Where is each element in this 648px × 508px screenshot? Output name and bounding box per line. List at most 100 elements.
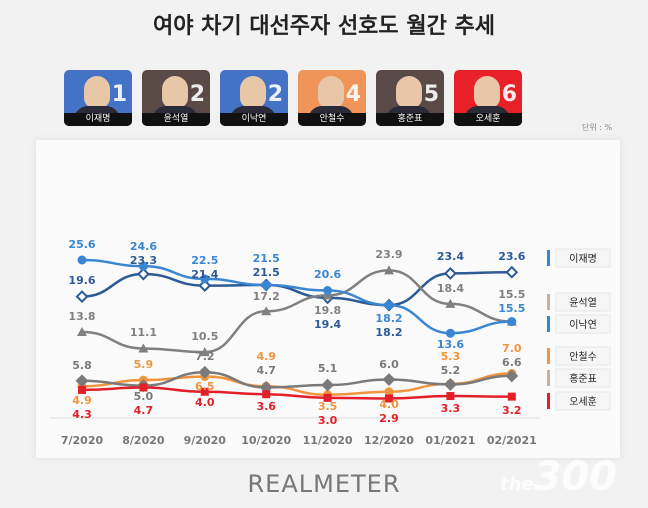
portrait — [162, 76, 188, 108]
data-label: 5.0 — [134, 390, 154, 403]
candidate-name: 이낙연 — [220, 113, 288, 126]
page-title: 여야 차기 대선주자 선호도 월간 추세 — [153, 14, 495, 39]
data-label: 19.8 — [314, 304, 341, 317]
data-point — [505, 369, 519, 383]
series-labels-2: 25.6 24.6 22.5 21.5 20.6 18.2 13.6 15.5 — [68, 238, 525, 351]
x-tick-label: 01/2021 — [425, 434, 475, 447]
x-tick-label: 10/2020 — [241, 434, 291, 447]
data-label: 2.9 — [379, 412, 399, 425]
data-point — [384, 300, 394, 310]
data-label: 13.8 — [68, 310, 95, 323]
data-label: 13.6 — [437, 338, 464, 351]
data-point — [505, 265, 519, 279]
data-point — [139, 383, 148, 392]
x-tick-label: 7/2020 — [61, 434, 104, 447]
data-label: 15.5 — [498, 302, 525, 315]
rank: 2 — [189, 82, 205, 107]
data-label: 21.5 — [253, 252, 280, 265]
data-point — [138, 261, 148, 271]
portrait — [240, 76, 266, 108]
data-label: 23.9 — [375, 248, 402, 261]
data-label: 25.6 — [68, 238, 95, 251]
legend-label: 이재명 — [569, 253, 597, 265]
series-labels-5: 4.3 4.7 4.0 3.6 3.0 2.9 3.3 3.2 — [72, 396, 521, 427]
x-tick-label: 02/2021 — [487, 434, 537, 447]
data-point — [199, 347, 210, 357]
data-label: 18.2 — [375, 326, 402, 339]
legend-swatch — [547, 348, 550, 364]
data-point — [77, 255, 87, 265]
candidate-name: 이재명 — [64, 113, 132, 126]
data-point — [443, 378, 457, 391]
series-labels-4: 5.8 5.0 7.2 4.7 5.1 6.0 5.2 6.6 — [72, 350, 522, 403]
legend-label: 이낙연 — [569, 319, 597, 331]
series-line — [81, 269, 512, 354]
rank: 6 — [501, 82, 517, 107]
legend-swatch — [547, 250, 550, 266]
data-label: 3.2 — [502, 404, 522, 417]
data-label: 22.5 — [191, 254, 218, 267]
series-labels-0: 19.6 23.3 21.4 21.5 19.4 18.2 23.4 23.6 — [68, 250, 525, 339]
data-point — [136, 267, 150, 281]
unit-label: 단위 : % — [582, 123, 613, 132]
series-line — [81, 258, 512, 335]
data-point — [198, 279, 212, 293]
candidate-name: 윤석열 — [142, 113, 210, 126]
data-label: 5.1 — [318, 362, 338, 375]
data-label: 4.3 — [72, 408, 92, 421]
data-point — [138, 343, 149, 353]
data-point — [385, 394, 393, 403]
legend-item: 오세훈 — [547, 391, 611, 411]
data-point — [445, 298, 456, 308]
data-label: 18.4 — [437, 282, 464, 295]
legend-label: 윤석열 — [569, 297, 597, 309]
candidate-card: 4 안철수 — [298, 70, 366, 126]
data-label: 23.3 — [130, 254, 157, 267]
data-point — [507, 317, 517, 327]
data-label: 21.4 — [191, 268, 218, 281]
data-label: 4.9 — [256, 350, 276, 363]
data-label: 6.6 — [502, 356, 522, 369]
series-labels-1: 13.8 11.1 10.5 17.2 19.8 23.9 18.4 15.5 — [68, 248, 525, 343]
rank: 2 — [267, 82, 283, 107]
data-point — [507, 392, 516, 401]
data-label: 5.8 — [72, 359, 92, 372]
x-tick-label: 8/2020 — [122, 434, 165, 447]
data-label: 19.4 — [314, 318, 341, 331]
data-point — [443, 267, 457, 280]
data-label: 4.0 — [195, 396, 215, 409]
data-label: 17.2 — [253, 290, 280, 303]
data-label: 3.0 — [318, 414, 338, 427]
data-label: 5.3 — [441, 350, 461, 363]
data-label: 6.0 — [379, 358, 399, 371]
data-point — [384, 387, 394, 397]
candidate-card: 2 이낙연 — [220, 70, 288, 126]
data-label: 24.6 — [130, 240, 157, 253]
data-label: 23.6 — [498, 250, 525, 263]
data-label: 18.2 — [375, 312, 402, 325]
candidate-row: 1 이재명 2 윤석열 2 이낙연 4 안철수 5 홍준표 6 오세훈 — [64, 70, 522, 126]
data-point — [382, 373, 396, 386]
series-line — [81, 386, 512, 400]
portrait — [474, 76, 500, 108]
x-tick-label: 9/2020 — [184, 434, 227, 447]
legend-label: 홍준표 — [569, 372, 597, 385]
legend-item: 안철수 — [547, 346, 611, 366]
realmeter-logo: REALMETER — [247, 470, 401, 498]
candidate-card: 5 홍준표 — [376, 70, 444, 126]
data-point — [75, 374, 89, 388]
data-label: 20.6 — [314, 268, 341, 281]
portrait — [84, 76, 110, 108]
watermark-big: 300 — [533, 454, 618, 500]
x-tick-label: 11/2020 — [303, 434, 353, 447]
legend-swatch — [547, 393, 550, 409]
legend-label: 안철수 — [569, 351, 597, 363]
data-label: 19.6 — [68, 274, 95, 287]
data-point — [321, 378, 335, 392]
data-label: 10.5 — [191, 330, 218, 343]
watermark-small: the — [500, 474, 534, 495]
legend-item: 이재명 — [547, 248, 611, 268]
rank: 1 — [111, 82, 127, 107]
data-point — [262, 390, 271, 399]
